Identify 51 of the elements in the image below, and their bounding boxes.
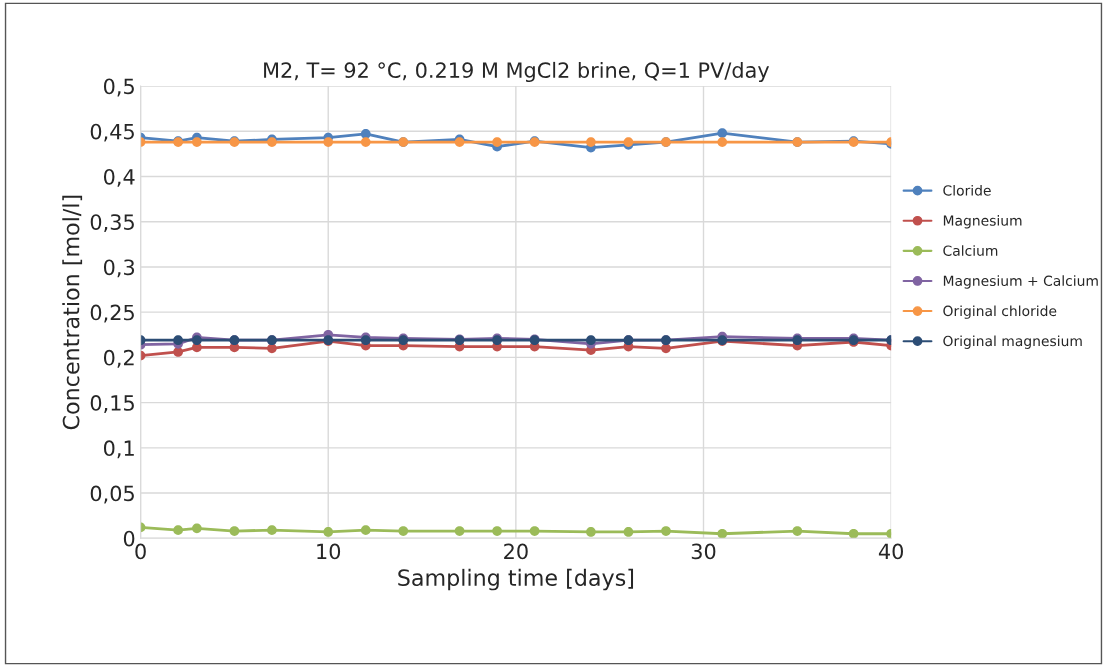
legend-label: Cloride — [943, 184, 991, 196]
legend-label: Calcium — [943, 245, 998, 256]
x-tick-label: 40 — [878, 543, 904, 560]
point — [717, 528, 728, 539]
point — [398, 526, 409, 536]
point — [360, 129, 371, 139]
point — [192, 523, 202, 534]
y-tick-label: 0,3 — [103, 259, 135, 278]
point — [848, 528, 859, 539]
point — [586, 527, 596, 537]
point — [717, 128, 728, 138]
point — [323, 137, 334, 147]
point — [661, 526, 671, 536]
legend-label: Magnesium — [943, 215, 1022, 229]
y-tick-label: 0,35 — [90, 214, 134, 233]
y-tick-label: 0,2 — [103, 349, 134, 368]
point — [192, 137, 202, 147]
y-tick-label: 0,45 — [90, 123, 134, 142]
point — [360, 525, 371, 535]
x-tick-label: 0 — [135, 543, 146, 560]
y-tick-label: 0,1 — [103, 440, 134, 459]
point — [229, 526, 240, 536]
y-tick-label: 0,15 — [90, 395, 134, 413]
y-tick-label: 0,25 — [90, 304, 134, 323]
point — [267, 343, 277, 354]
point — [529, 526, 540, 536]
legend-label: Original chloride — [943, 305, 1057, 319]
point — [267, 525, 277, 535]
y-axis-title: Concentration [mol/l] — [62, 195, 83, 430]
point — [454, 526, 465, 536]
point — [173, 347, 183, 357]
point — [492, 526, 502, 536]
y-tick-label: 0,5 — [103, 78, 134, 97]
point — [173, 525, 183, 535]
y-tick-label: 0 — [123, 530, 135, 547]
x-tick-label: 20 — [504, 543, 528, 560]
x-tick-label: 30 — [691, 543, 716, 560]
point — [623, 527, 634, 537]
y-tick-label: 0,4 — [103, 168, 135, 187]
point — [492, 137, 502, 147]
legend-label: Magnesium + Calcium — [943, 275, 1098, 289]
point — [717, 137, 728, 147]
point — [792, 526, 803, 536]
point — [586, 137, 596, 147]
x-axis-title: Sampling time [days] — [398, 568, 634, 591]
chart-title: M2, T= 92 °C, 0.219 M MgCl2 brine, Q=1 PV/day — [264, 61, 770, 83]
point — [323, 527, 334, 537]
y-tick-label: 0,05 — [90, 485, 134, 504]
legend-label: Original magnesium — [943, 335, 1082, 349]
x-tick-label: 10 — [317, 543, 341, 560]
point — [360, 137, 371, 147]
